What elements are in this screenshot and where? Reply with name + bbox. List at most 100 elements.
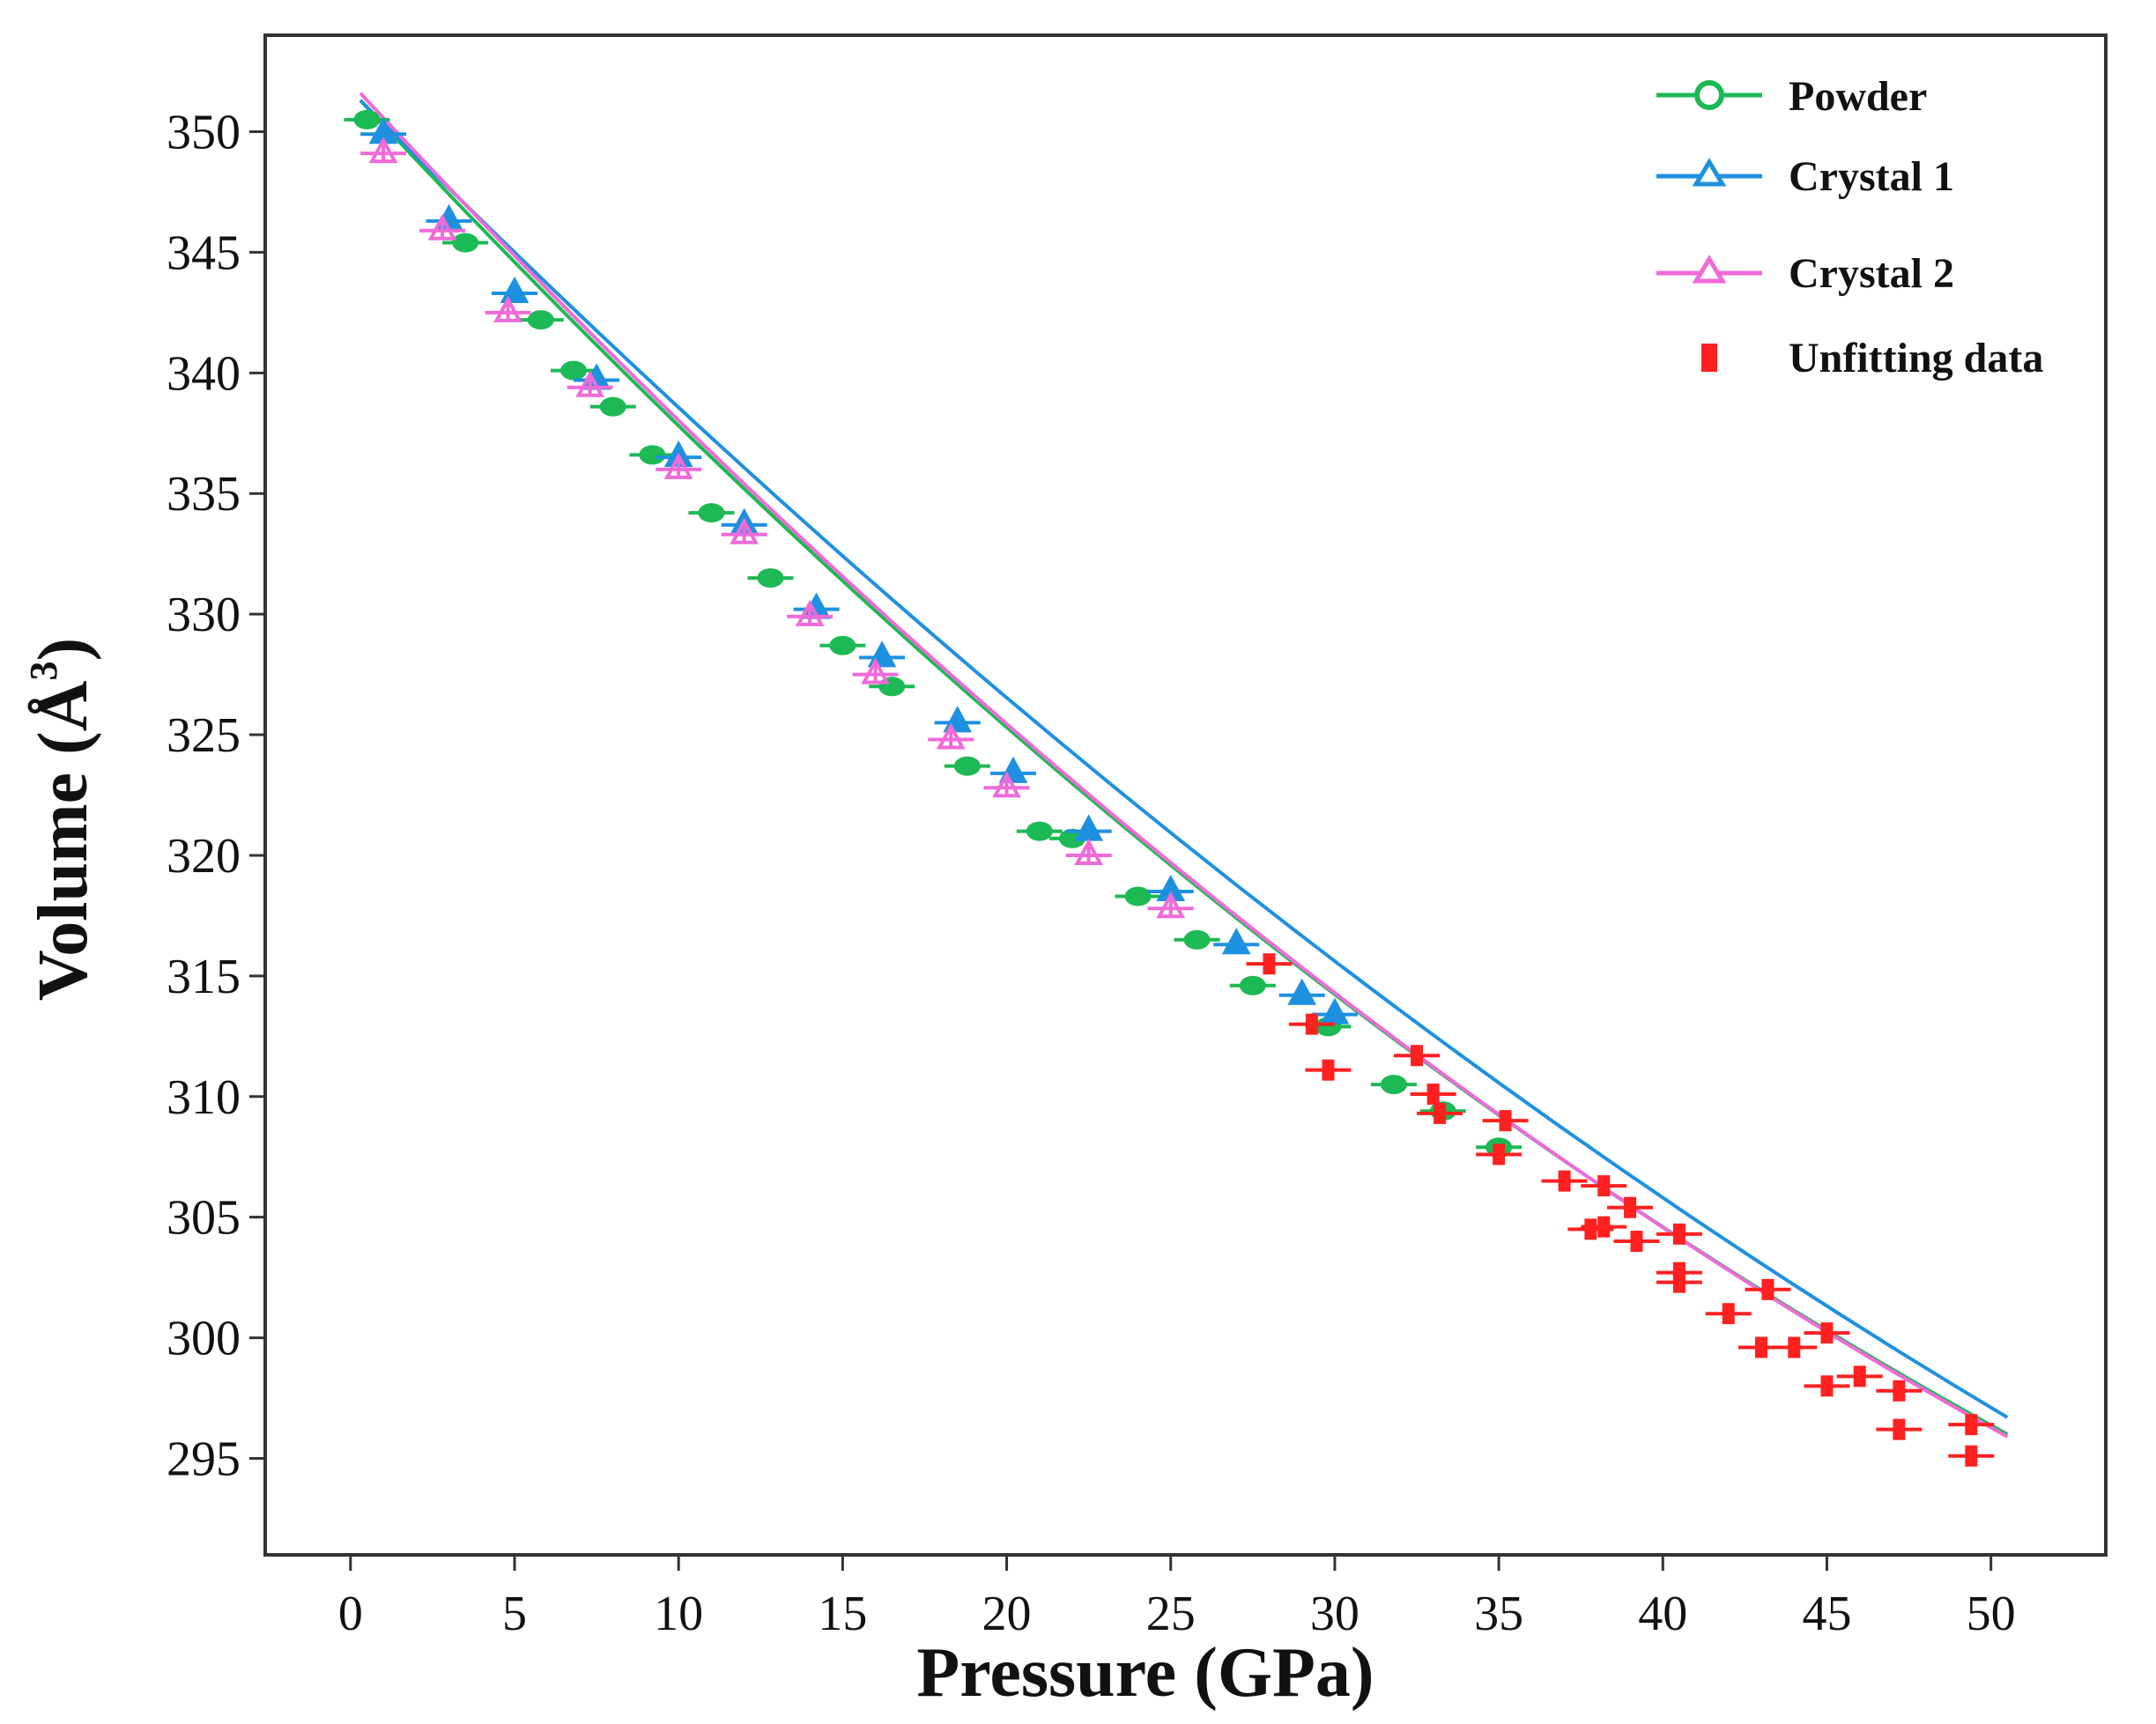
crystal-2-point-8 [928,722,974,750]
x-axis-title: Pressure (GPa) [916,1634,1374,1712]
legend-crystal-2-label: Crystal 2 [1789,250,1954,297]
crystal-2-point-0 [360,136,407,164]
y-tick-label-325: 325 [167,708,241,763]
unfitting-data-point-9 [1581,1175,1627,1197]
y-axis-ticks: 295 300 305 310 315 320 325 330 335 340 345 350 [167,106,265,1486]
crystal-2-point-6 [787,599,834,626]
x-tick-label-25: 25 [1146,1587,1196,1641]
crystal-2-point-4 [656,452,702,479]
crystal-2-point-2 [485,295,531,322]
powder-point-3 [551,360,597,381]
y-tick-label-300: 300 [167,1312,241,1366]
legend-unfitting-data-marker [1701,344,1717,372]
x-tick-label-40: 40 [1638,1587,1687,1641]
plot-frame [263,33,2108,1557]
unfitting-data-point-4 [1410,1084,1456,1106]
y-tick-label-335: 335 [167,467,241,522]
legend-entry-crystal-1: Crystal 1 [1656,153,1954,200]
y-axis-title-suffix: ) [25,638,102,662]
legend-entry-crystal-2: Crystal 2 [1656,250,1954,297]
powder-point-14 [1174,929,1220,950]
x-tick-label-30: 30 [1310,1587,1360,1641]
crystal-1-point-12 [1213,928,1260,955]
legend-powder-label: Powder [1789,73,1927,120]
legend-powder-marker [1694,80,1724,110]
powder-point-15 [1229,975,1276,995]
unfitting-data-point-27 [1948,1445,1995,1467]
crystal-1-point-9 [990,756,1037,783]
crystal-2-point-1 [419,213,466,240]
crystal-2-point-3 [567,370,613,397]
unfitting-data-point-20 [1771,1336,1818,1358]
unfitting-data-point-26 [1948,1414,1995,1436]
unfitting-data-point-12 [1581,1216,1627,1238]
unfitting-data-point-14 [1656,1223,1702,1245]
y-tick-label-310: 310 [167,1070,241,1125]
x-axis-ticks: 0 5 10 15 20 25 30 35 40 45 50 [338,1555,2016,1641]
powder-point-7 [747,568,794,588]
crystal-2-point-9 [983,771,1030,798]
unfitting-data-point-13 [1613,1231,1660,1253]
legend: Powder Crystal 1 Crystal 2 Unfitting dat… [1656,73,2043,381]
powder-point-5 [629,445,676,465]
y-tick-label-320: 320 [167,829,241,884]
y-tick-label-330: 330 [167,588,241,642]
powder-point-11 [1016,821,1063,841]
fit-line-crystal-2 [359,92,2009,1439]
crystal-1-point-7 [859,640,906,668]
crystal-1-point-8 [934,706,981,733]
unfitting-data-point-21 [1804,1322,1850,1344]
unfitting-data-point-6 [1482,1110,1529,1132]
y-tick-label-305: 305 [167,1191,241,1246]
powder-point-8 [819,635,866,655]
unfitting-data-point-3 [1394,1045,1441,1067]
unfitting-data-point-23 [1836,1365,1883,1387]
powder-point-6 [688,503,735,523]
legend-crystal-2-marker [1692,255,1727,284]
unfitting-data-point-10 [1607,1196,1654,1218]
legend-crystal-1-marker [1692,158,1727,187]
crystal-2-point-5 [721,517,767,544]
unfitting-data-point-25 [1876,1418,1923,1440]
unfitting-data-point-1 [1288,1013,1335,1035]
crystal-1-point-14 [1311,997,1358,1025]
legend-entry-powder: Powder [1656,73,1927,120]
unfitting-data-point-8 [1541,1170,1588,1192]
unfitting-data-point-16 [1656,1271,1702,1293]
unfitting-data-point-2 [1305,1059,1352,1081]
powder-point-13 [1115,886,1161,906]
x-tick-label-10: 10 [654,1587,703,1641]
y-tick-label-295: 295 [167,1432,241,1486]
powder-point-1 [442,233,489,253]
y-axis-title-exponent: 3 [22,661,65,680]
data-points [344,109,1995,1467]
crystal-1-point-13 [1278,978,1325,1005]
crystal-2-point-10 [1065,838,1112,865]
y-tick-label-350: 350 [167,106,241,160]
unfitting-data-point-17 [1705,1303,1752,1325]
fit-lines [359,92,2009,1439]
legend-crystal-1-label: Crystal 1 [1789,153,1954,200]
powder-point-10 [944,756,990,776]
legend-entry-unfitting-data: Unfitting data [1701,335,2043,381]
unfitting-data-point-5 [1417,1102,1463,1124]
y-axis-title-prefix: Volume ( [25,731,102,1001]
y-axis-title-unit: Å [25,680,102,731]
y-tick-label-345: 345 [167,226,241,280]
legend-unfitting-data-label: Unfitting data [1789,335,2043,381]
fit-line-crystal-1 [359,99,2009,1419]
y-tick-label-340: 340 [167,346,241,401]
fit-line-powder [359,99,2009,1436]
x-tick-label-50: 50 [1967,1587,2016,1641]
x-tick-label-0: 0 [338,1587,363,1641]
powder-point-4 [589,396,636,417]
x-tick-label-45: 45 [1802,1587,1851,1641]
unfitting-data-point-7 [1476,1143,1523,1165]
y-tick-label-315: 315 [167,950,241,1004]
crystal-2-point-7 [852,657,899,684]
unfitting-data-point-24 [1876,1380,1923,1402]
y-axis-title: Volume (Å3) [22,638,102,1001]
x-tick-label-35: 35 [1474,1587,1523,1641]
powder-point-2 [517,310,564,330]
